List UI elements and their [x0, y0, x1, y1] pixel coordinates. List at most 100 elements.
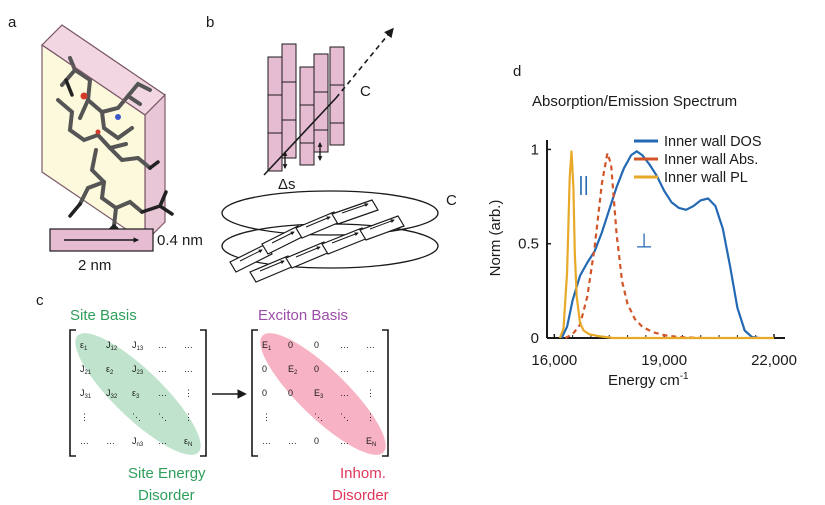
matrix-cell: J32: [106, 388, 118, 400]
matrix-cell: E2: [288, 364, 298, 376]
matrix-cell: …: [340, 340, 349, 350]
matrix-symbol: …: [158, 340, 167, 350]
matrix-symbol: ⋮: [262, 412, 271, 422]
legend-label: Inner wall DOS: [664, 134, 762, 150]
matrix-symbol: …: [262, 436, 271, 446]
width-label: 2 nm: [78, 257, 111, 274]
molecule-box: [41, 24, 174, 244]
y-axis-label: Norm (arb.): [487, 200, 504, 277]
matrix-symbol: …: [184, 340, 193, 350]
matrix-subscript: 23: [137, 370, 144, 376]
matrix-cell: 0: [288, 388, 293, 398]
axis-label-top: C: [360, 83, 371, 100]
matrix-symbol: …: [158, 436, 167, 446]
matrix-symbol: J: [132, 364, 137, 374]
matrix-subscript: N: [372, 442, 376, 448]
matrix-cell: …: [340, 436, 349, 446]
panel-d: d Absorption/Emission Spectrum Norm (arb…: [487, 63, 797, 389]
matrix-symbol: E: [262, 340, 268, 350]
matrix-cell: …: [288, 436, 297, 446]
matrix-symbol: 0: [262, 388, 267, 398]
matrix-cell: …: [184, 364, 193, 374]
panel-c: c Site Basis Exciton Basis ε1 J12 J13… …J21…: [36, 292, 389, 504]
matrix-symbol: ε: [106, 364, 110, 374]
panel-label-b: b: [206, 14, 214, 31]
matrix-cell: …: [340, 364, 349, 374]
matrix-symbol: E: [288, 364, 294, 374]
site-disorder-line2: Disorder: [138, 487, 195, 504]
site-basis-title: Site Basis: [70, 307, 137, 324]
matrix-symbol: …: [158, 388, 167, 398]
matrix-cell: EN: [366, 436, 376, 448]
x-axis-label-sup: -1: [680, 371, 689, 382]
matrix-symbol: 0: [314, 340, 319, 350]
matrix-symbol: …: [340, 388, 349, 398]
legend-label: Inner wall PL: [664, 170, 748, 186]
matrix-cell: ε3: [132, 388, 140, 400]
matrix-subscript: 2: [110, 370, 114, 376]
matrix-symbol: E: [366, 436, 372, 446]
matrix-symbol: J: [80, 388, 85, 398]
axis-label-bottom: C: [446, 192, 457, 209]
matrix-cell: Jn3: [132, 436, 144, 448]
dimension-bar: [49, 228, 154, 252]
matrix-cell: 0: [314, 436, 319, 446]
matrix-symbol: 0: [314, 364, 319, 374]
x-tick-label: 16,000: [531, 352, 577, 369]
matrix-symbol: …: [106, 436, 115, 446]
panel-label-d: d: [513, 63, 521, 80]
matrix-symbol: ε: [184, 436, 188, 446]
matrix-symbol: ⋱: [314, 412, 323, 422]
matrix-cell: …: [158, 388, 167, 398]
site-disorder-line1: Site Energy: [128, 465, 206, 482]
y-tick-label: 0: [531, 330, 539, 347]
panel-a: a 0.4 nm: [8, 14, 203, 274]
matrix-cell: 0: [314, 364, 319, 374]
site-matrix-brackets: [69, 329, 207, 457]
series-line-2: [558, 150, 774, 340]
matrix-symbol: …: [340, 340, 349, 350]
matrix-cell: ⋱: [158, 412, 167, 422]
matrix-cell: ⋱: [132, 412, 141, 422]
matrix-symbol: …: [80, 436, 89, 446]
inhom-line2: Disorder: [332, 487, 389, 504]
matrix-cell: εN: [184, 436, 192, 448]
tube-sketch: [221, 190, 439, 283]
matrix-symbol: 0: [288, 388, 293, 398]
matrix-symbol: J: [106, 340, 111, 350]
matrix-symbol: 0: [314, 436, 319, 446]
matrix-subscript: 31: [85, 394, 92, 400]
matrix-symbol: …: [340, 436, 349, 446]
matrix-symbol: ⋮: [184, 388, 193, 398]
matrix-symbol: J: [80, 364, 85, 374]
site-diagonal-highlight: [75, 333, 201, 455]
matrix-cell: 0: [262, 388, 267, 398]
matrix-cell: E1: [262, 340, 272, 352]
matrix-cell: ⋮: [184, 412, 193, 422]
matrix-cell: ⋮: [262, 412, 271, 422]
matrix-cell: …: [366, 364, 375, 374]
exciton-diagonal-highlight: [260, 333, 386, 455]
panel-b: b C Δs: [206, 14, 457, 283]
matrix-symbol: ⋮: [184, 412, 193, 422]
matrix-symbol: E: [314, 388, 320, 398]
matrix-cell: ⋱: [314, 412, 323, 422]
x-axis-label: Energy cm-1: [608, 371, 689, 389]
thickness-label: 0.4 nm: [157, 232, 203, 249]
matrix-subscript: 3: [136, 394, 140, 400]
matrix-cell: ⋱: [340, 412, 349, 422]
matrix-cell: ⋮: [80, 412, 89, 422]
matrix-symbol: ε: [80, 340, 84, 350]
matrix-cell: …: [262, 436, 271, 446]
matrix-subscript: 32: [111, 394, 118, 400]
matrix-symbol: J: [132, 340, 137, 350]
matrix-cell: ⋮: [366, 412, 375, 422]
matrix-subscript: 21: [85, 370, 92, 376]
matrix-symbol: 0: [288, 340, 293, 350]
matrix-cell: …: [366, 340, 375, 350]
matrix-symbol: …: [366, 364, 375, 374]
matrix-cell: J21: [80, 364, 92, 376]
matrix-subscript: 13: [137, 346, 144, 352]
matrix-cell: J13: [132, 340, 144, 352]
chart-title: Absorption/Emission Spectrum: [532, 93, 737, 110]
